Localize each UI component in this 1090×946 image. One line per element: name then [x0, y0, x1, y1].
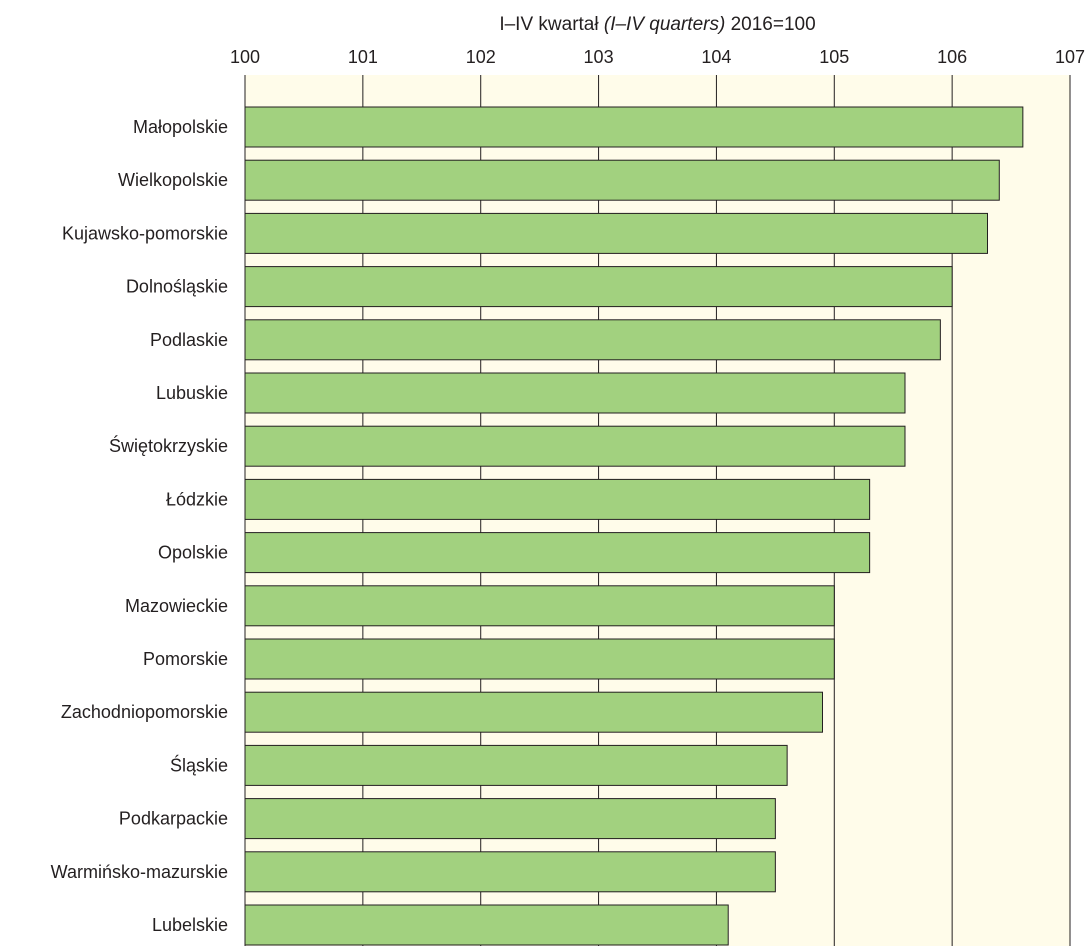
category-label-2: Kujawsko-pomorskie — [62, 223, 228, 243]
category-label-14: Warmińsko-mazurskie — [51, 862, 228, 882]
category-label-4: Podlaskie — [150, 330, 228, 350]
category-label-1: Wielkopolskie — [118, 170, 228, 190]
category-label-9: Mazowieckie — [125, 596, 228, 616]
category-label-6: Świętokrzyskie — [109, 435, 228, 456]
x-tick-label-100: 100 — [230, 47, 260, 67]
bar-0 — [244, 106, 1024, 148]
bar-4 — [244, 319, 941, 361]
bar-15 — [244, 904, 729, 946]
category-label-11: Zachodniopomorskie — [61, 702, 228, 722]
x-tick-label-104: 104 — [701, 47, 731, 67]
category-label-8: Opolskie — [158, 543, 228, 563]
category-label-3: Dolnośląskie — [126, 277, 228, 297]
bar-6 — [244, 425, 906, 467]
bars — [244, 106, 1024, 946]
bar-12 — [244, 744, 788, 786]
category-label-15: Lubelskie — [152, 915, 228, 935]
category-label-10: Pomorskie — [143, 649, 228, 669]
category-label-0: Małopolskie — [133, 117, 228, 137]
x-axis-tick-labels: 100 101 102 103 104 105 106 107 — [230, 47, 1085, 67]
bar-8 — [244, 532, 871, 574]
bar-9 — [244, 585, 835, 627]
bar-5 — [244, 372, 906, 414]
category-label-7: Łódzkie — [166, 489, 228, 509]
bar-10 — [244, 638, 835, 680]
category-label-13: Podkarpackie — [119, 809, 228, 829]
x-tick-label-103: 103 — [584, 47, 614, 67]
bar-11 — [244, 691, 823, 733]
category-label-12: Śląskie — [170, 754, 228, 775]
x-tick-label-102: 102 — [466, 47, 496, 67]
chart-title-base: 2016=100 — [730, 14, 816, 35]
bar-7 — [244, 478, 871, 520]
bar-2 — [244, 212, 988, 254]
bar-14 — [244, 851, 776, 893]
x-tick-label-107: 107 — [1055, 47, 1085, 67]
bar-1 — [244, 159, 1000, 201]
category-labels: Małopolskie Wielkopolskie Kujawsko-pomorsk… — [51, 117, 228, 935]
x-tick-label-105: 105 — [819, 47, 849, 67]
bar-13 — [244, 798, 776, 840]
bar-3 — [244, 266, 953, 308]
chart-title: I–IV kwartał (I–IV quarters) 2016=100 — [245, 14, 1070, 40]
x-tick-label-106: 106 — [937, 47, 967, 67]
x-tick-label-101: 101 — [348, 47, 378, 67]
chart-title-main: I–IV kwartał — [499, 14, 599, 35]
chart-title-english: (I–IV quarters) — [603, 14, 726, 35]
category-label-5: Lubuskie — [156, 383, 228, 403]
